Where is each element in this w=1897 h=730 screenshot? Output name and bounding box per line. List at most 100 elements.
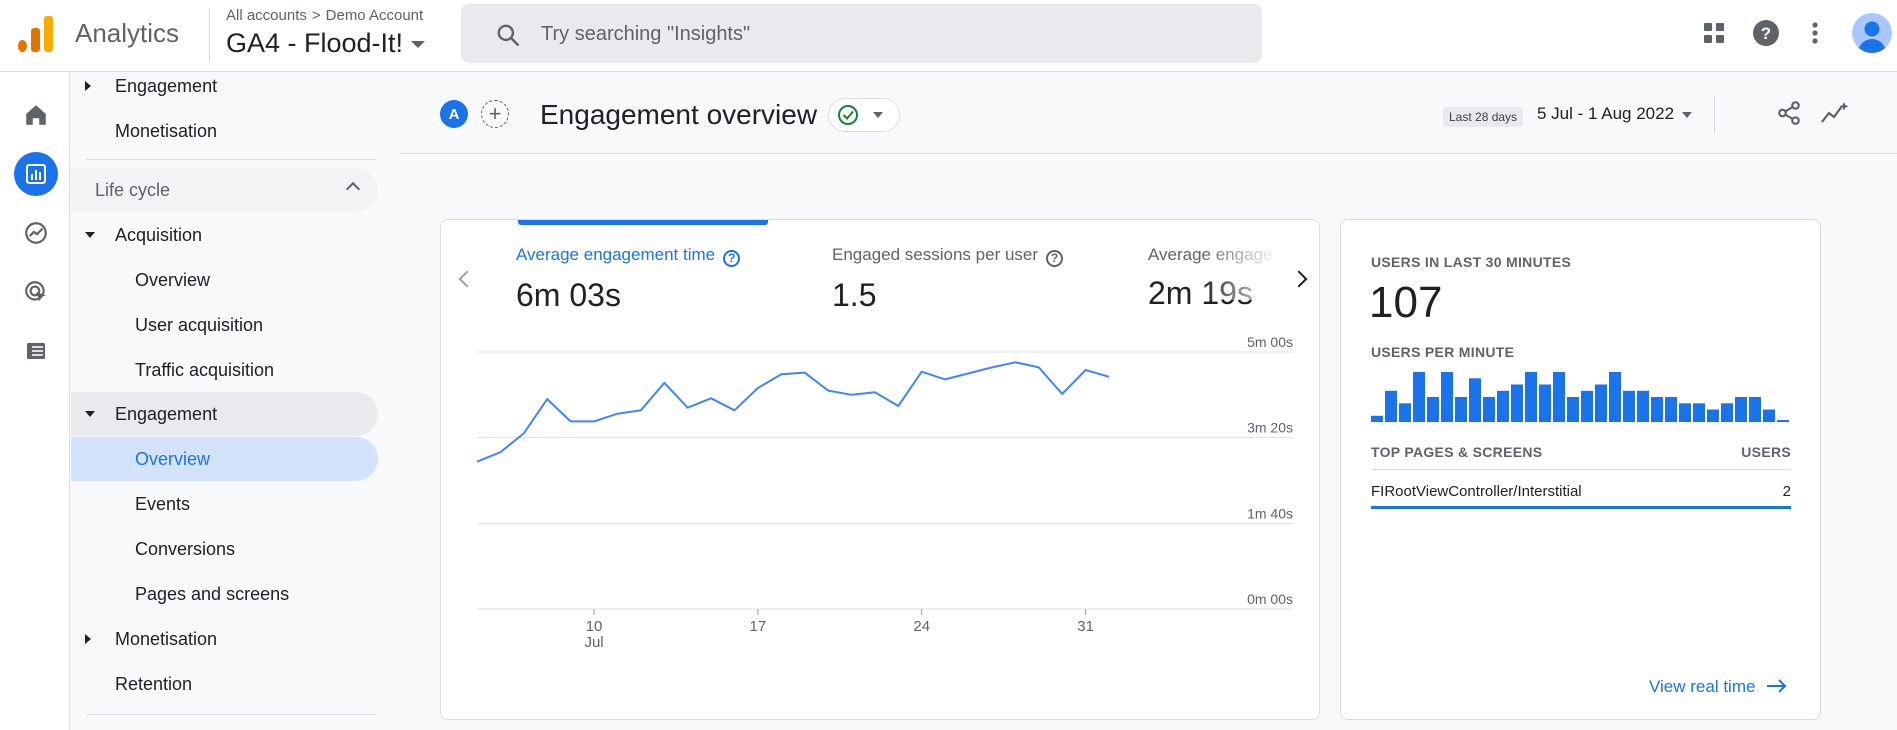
share-icon[interactable] [1776,100,1802,126]
top-pages-title: TOP PAGES & SCREENS [1371,444,1543,460]
help-icon[interactable]: ? [1046,250,1064,267]
metric-tab-engaged-sessions[interactable]: Engaged sessions per user? 1.5 [832,245,1064,314]
nav-item-label: Monetisation [115,120,218,141]
report-status-button[interactable] [828,98,900,132]
search-bar[interactable] [461,4,1262,63]
nav-item-traffic-acquisition[interactable]: Traffic acquisition [71,348,378,392]
minute-bar[interactable] [1707,409,1719,423]
minute-bar[interactable] [1399,403,1411,422]
top-pages-header: TOP PAGES & SCREENS USERS [1371,444,1791,470]
minute-bar[interactable] [1511,384,1523,423]
minute-bar[interactable] [1525,372,1537,422]
nav-item-retention[interactable]: Retention [71,662,378,706]
page-title: Engagement overview [540,99,818,130]
minute-bar[interactable] [1413,372,1425,422]
nav-item-engagement-overview[interactable]: Overview [71,437,378,481]
home-icon[interactable] [14,93,58,137]
minute-bar[interactable] [1763,409,1775,423]
view-realtime-link[interactable]: View real time [1649,677,1788,697]
metric-tab-avg-engagement-time[interactable]: Average engagement time? 6m 03s [516,245,741,314]
minute-bar[interactable] [1427,397,1439,422]
nav-item-pages-and-screens[interactable]: Pages and screens [71,572,378,616]
minute-bar[interactable] [1665,397,1677,422]
nav-item-engagement-collection[interactable]: Engagement [71,64,378,108]
help-icon[interactable]: ? [1750,16,1782,50]
nav-item-label: Monetisation [115,628,218,649]
nav-item-label: Overview [135,448,211,469]
chevron-down-icon [873,112,883,118]
apps-grid-icon[interactable] [1700,16,1728,50]
nav-item-acquisition-overview[interactable]: Overview [71,258,378,302]
minute-bar[interactable] [1441,372,1453,422]
nav-section-life-cycle[interactable]: Life cycle [71,168,378,212]
minute-bar[interactable] [1693,403,1705,422]
date-range-picker[interactable]: 5 Jul - 1 Aug 2022 [1537,104,1693,124]
divider [86,714,376,715]
property-selector[interactable]: GA4 - Flood-It! [226,28,426,59]
nav-item-label: Pages and screens [135,583,290,604]
advertising-icon[interactable] [14,270,58,314]
minute-bar[interactable] [1567,397,1579,422]
breadcrumb-all-accounts[interactable]: All accounts [226,7,307,24]
divider [209,8,210,62]
help-icon[interactable]: ? [723,250,741,267]
nav-item-acquisition[interactable]: Acquisition [71,213,378,257]
users-column-title: USERS [1741,444,1791,460]
metric-label: Engaged sessions per user [832,245,1039,264]
top-bar: Analytics All accounts > Demo Account GA4 … [0,0,1897,72]
minute-bar[interactable] [1553,372,1565,422]
more-vert-icon[interactable] [1803,16,1827,50]
breadcrumb[interactable]: All accounts > Demo Account [226,7,423,24]
nav-item-monetisation[interactable]: Monetisation [71,617,378,661]
account-avatar[interactable] [1852,13,1892,53]
app-name: Analytics [75,18,180,48]
tab-fade [1201,240,1281,300]
add-comparison-button[interactable]: + [481,100,509,128]
minute-bar[interactable] [1749,397,1761,422]
minute-bar[interactable] [1469,378,1481,422]
breadcrumb-separator: > [311,7,321,24]
minute-bar[interactable] [1581,390,1593,422]
metric-value: 1.5 [832,277,877,313]
users-last-30-label: USERS IN LAST 30 MINUTES [1371,254,1572,270]
configure-icon[interactable] [14,329,58,373]
date-range-label: Last 28 days [1443,107,1524,127]
minute-bar[interactable] [1735,397,1747,422]
chevron-down-icon [1682,111,1693,118]
minute-bar[interactable] [1609,372,1621,422]
minute-bar[interactable] [1385,390,1397,422]
minute-bar[interactable] [1637,390,1649,422]
minute-bar[interactable] [1595,384,1607,423]
property-name: GA4 - Flood-It! [226,28,404,58]
users-per-minute-label: USERS PER MINUTE [1371,344,1515,360]
nav-item-engagement[interactable]: Engagement [71,392,378,436]
nav-item-label: Retention [115,673,193,694]
nav-item-monetisation-collection[interactable]: Monetisation [71,109,378,153]
minute-bar[interactable] [1539,384,1551,423]
nav-item-events[interactable]: Events [71,482,378,526]
x-tick-label: 17 [750,618,767,635]
reports-icon[interactable] [14,152,58,196]
nav-item-user-acquisition[interactable]: User acquisition [71,303,378,347]
top-page-row[interactable]: FIRootViewController/Interstitial 2 [1371,483,1791,509]
minute-bar[interactable] [1483,397,1495,422]
minute-bar[interactable] [1623,390,1635,422]
minute-bar[interactable] [1497,390,1509,422]
minute-bar[interactable] [1679,403,1691,422]
breadcrumb-account[interactable]: Demo Account [325,7,424,24]
search-input[interactable] [541,14,1191,54]
nav-item-label: Acquisition [115,224,203,245]
minute-bar[interactable] [1371,415,1383,422]
comparison-badge[interactable]: A [440,100,468,128]
analytics-logo-icon[interactable] [18,14,54,52]
nav-item-conversions[interactable]: Conversions [71,527,378,571]
insights-icon[interactable] [1820,100,1850,126]
active-metric-indicator [518,220,768,225]
minute-bar[interactable] [1651,397,1663,422]
nav-item-label: Conversions [135,538,236,559]
minute-bar[interactable] [1721,403,1733,422]
explore-icon[interactable] [14,211,58,255]
minute-bar[interactable] [1455,397,1467,422]
minute-bar[interactable] [1777,420,1789,422]
y-tick-label: 1m 40s [1247,505,1293,521]
